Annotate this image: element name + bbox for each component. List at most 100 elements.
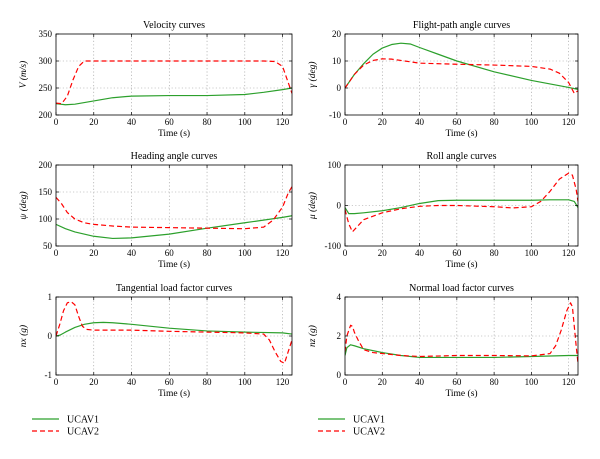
y-tick-label: 4 [337,292,342,302]
series-line-ucav2 [56,60,292,105]
x-tick-label: 60 [452,248,462,258]
y-tick-label: 100 [328,160,342,170]
legend-label-ucav2: UCAV2 [67,427,99,438]
x-tick-label: 40 [415,377,425,387]
y-tick-label: 10 [332,56,342,66]
series-line-ucav2 [56,301,292,364]
y-tick-label: 50 [43,241,53,251]
chart-title: Flight-path angle curves [413,20,510,31]
x-tick-label: 40 [127,377,137,387]
chart-title: Roll angle curves [427,151,497,162]
x-tick-label: 20 [378,248,388,258]
series-line-ucav1 [56,321,292,337]
y-axis-label: ψ (deg) [18,191,29,219]
legend-label-ucav2: UCAV2 [353,427,385,438]
x-tick-label: 60 [452,117,462,127]
x-tick-label: 0 [343,248,348,258]
x-tick-label: 100 [238,377,252,387]
x-tick-label: 100 [238,248,252,258]
y-axis-label: nz (g) [307,325,318,347]
x-tick-label: 120 [562,117,576,127]
y-tick-label: 0 [48,331,53,341]
x-tick-label: 120 [562,248,576,258]
y-tick-label: 0 [337,201,342,211]
y-axis-label: V (m/s) [18,61,29,89]
x-tick-label: 80 [490,377,500,387]
x-tick-label: 20 [89,117,99,127]
x-tick-label: 0 [343,377,348,387]
series-line-ucav1 [345,42,578,90]
x-tick-label: 60 [165,248,175,258]
y-tick-label: 300 [39,56,53,66]
chart-title: Velocity curves [143,20,205,31]
x-tick-label: 60 [452,377,462,387]
x-tick-label: 40 [415,117,425,127]
x-axis-label: Time (s) [158,388,190,399]
x-tick-label: 80 [203,248,213,258]
y-tick-label: 1 [48,292,53,302]
x-tick-label: 120 [276,377,290,387]
series-line-ucav1 [56,215,292,240]
x-tick-label: 20 [378,377,388,387]
y-tick-label: 0 [337,370,342,380]
x-tick-label: 60 [165,377,175,387]
chart-title: Normal load factor curves [409,283,514,294]
series-line-ucav2 [345,58,578,94]
y-tick-label: 100 [39,214,53,224]
series-line-ucav1 [345,199,578,215]
y-tick-label: 20 [332,29,342,39]
series-line-ucav2 [56,186,292,230]
x-axis-label: Time (s) [445,128,477,139]
x-axis-label: Time (s) [445,388,477,399]
x-tick-label: 80 [490,117,500,127]
x-axis-label: Time (s) [158,259,190,270]
x-tick-label: 40 [415,248,425,258]
x-tick-label: 20 [89,377,99,387]
y-axis-label: nx (g) [18,325,29,347]
x-tick-label: 0 [54,117,59,127]
y-tick-label: -10 [329,110,341,120]
x-tick-label: 120 [276,117,290,127]
x-tick-label: 80 [203,377,213,387]
legend-label-ucav1: UCAV1 [67,415,99,426]
series-line-ucav2 [345,172,578,233]
x-tick-label: 80 [490,248,500,258]
x-axis-label: Time (s) [445,259,477,270]
plot-frame [344,33,579,116]
x-tick-label: 120 [562,377,576,387]
y-axis-label: γ (deg) [307,61,318,87]
y-tick-label: 200 [39,160,53,170]
series-line-ucav1 [56,87,292,106]
y-axis-label: μ (deg) [307,192,318,220]
y-tick-label: 0 [337,83,342,93]
y-tick-label: 150 [39,187,53,197]
y-tick-label: 2 [337,331,342,341]
x-tick-label: 100 [525,248,539,258]
x-tick-label: 60 [165,117,175,127]
x-tick-label: 20 [378,117,388,127]
x-tick-label: 0 [54,377,59,387]
x-tick-label: 100 [238,117,252,127]
y-tick-label: 350 [39,29,53,39]
x-axis-label: Time (s) [158,128,190,139]
plot-frame [55,33,293,116]
plot-frame [55,164,293,247]
x-tick-label: 0 [343,117,348,127]
x-tick-label: 100 [525,377,539,387]
x-tick-label: 40 [127,117,137,127]
x-tick-label: 40 [127,248,137,258]
x-tick-label: 0 [54,248,59,258]
x-tick-label: 80 [203,117,213,127]
series-line-ucav2 [345,302,578,364]
y-tick-label: -1 [45,370,53,380]
legend-label-ucav1: UCAV1 [353,415,385,426]
series-line-ucav1 [345,344,578,359]
x-tick-label: 100 [525,117,539,127]
subplot-6: 0 20 40 60 80 100 120 0 2 4 Normal load factor cur… [307,283,579,399]
x-tick-label: 20 [89,248,99,258]
